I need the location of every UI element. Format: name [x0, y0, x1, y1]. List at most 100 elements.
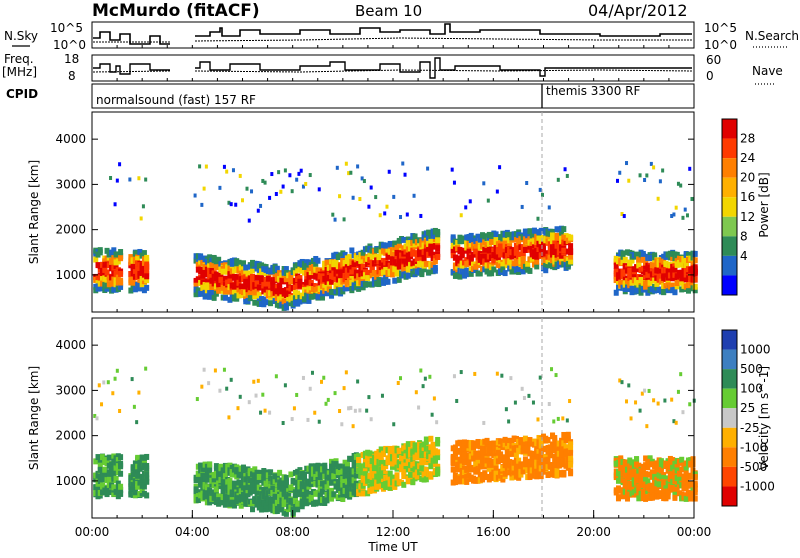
echo-cell	[283, 266, 289, 273]
echo-cell	[229, 377, 233, 382]
echo-cell	[435, 466, 441, 473]
echo-cell	[263, 408, 267, 413]
echo-cell	[647, 455, 653, 462]
echo-cell	[281, 490, 287, 497]
echo-cell	[218, 185, 222, 190]
echo-cell	[111, 484, 117, 491]
echo-cell	[516, 448, 522, 455]
echo-cell	[356, 164, 360, 169]
echo-cell	[452, 444, 458, 451]
echo-cell	[288, 278, 294, 285]
echo-cell	[568, 455, 574, 462]
echo-cell	[547, 462, 553, 469]
echo-cell	[529, 472, 535, 479]
echo-cell	[452, 450, 458, 457]
echo-cell	[405, 441, 411, 448]
echo-cell	[647, 279, 653, 286]
echo-cell	[471, 446, 477, 453]
echo-cell	[245, 484, 251, 491]
echo-cell	[277, 170, 281, 175]
echo-cell	[412, 442, 418, 449]
echo-cell	[504, 231, 510, 238]
echo-cell	[130, 464, 136, 471]
echo-cell	[629, 459, 635, 466]
echo-cell	[450, 456, 456, 463]
echo-cell	[211, 478, 217, 485]
echo-cell	[645, 271, 651, 278]
echo-cell	[561, 451, 567, 458]
echo-cell	[663, 398, 667, 403]
echo-cell	[392, 277, 398, 284]
echo-cell	[538, 227, 544, 234]
echo-cell	[283, 474, 289, 481]
echo-cell	[554, 471, 560, 478]
echo-cell	[652, 398, 656, 403]
echo-cell	[385, 204, 389, 209]
colorbar-tick-label: -100	[740, 440, 767, 454]
echo-cell	[213, 486, 219, 493]
echo-cell	[670, 397, 674, 402]
echo-cell	[243, 274, 249, 281]
echo-cell	[432, 258, 438, 265]
echo-cell	[349, 472, 355, 479]
echo-cell	[625, 495, 631, 502]
echo-cell	[568, 234, 574, 241]
echo-cell	[674, 420, 678, 425]
echo-cell	[547, 452, 553, 459]
echo-cell	[692, 257, 698, 264]
y-tick-label: 4000	[55, 132, 86, 146]
echo-cell	[565, 431, 571, 438]
echo-cell	[344, 161, 348, 166]
echo-cell	[640, 391, 644, 396]
echo-cell	[270, 286, 276, 293]
echo-cell	[360, 176, 364, 181]
echo-cell	[522, 435, 528, 442]
echo-cell	[656, 478, 662, 485]
echo-cell	[263, 283, 269, 290]
echo-cell	[259, 278, 265, 285]
echo-cell	[421, 455, 427, 462]
echo-cell	[412, 466, 418, 473]
echo-cell	[556, 416, 560, 421]
echo-cell	[268, 469, 274, 476]
echo-cell	[272, 493, 278, 500]
echo-cell	[392, 241, 398, 248]
echo-cell	[405, 212, 409, 217]
echo-cell	[683, 207, 687, 212]
echo-cell	[292, 479, 298, 486]
echo-cell	[247, 270, 253, 277]
echo-cell	[290, 189, 294, 194]
echo-cell	[193, 193, 197, 198]
echo-cell	[643, 471, 649, 478]
echo-cell	[491, 266, 497, 273]
echo-cell	[238, 394, 242, 399]
echo-cell	[430, 412, 434, 417]
echo-cell	[139, 264, 145, 271]
cpid-panel: CPID normalsound (fast) 157 RF themis 33…	[6, 83, 695, 109]
echo-cell	[634, 251, 640, 258]
echo-cell	[306, 276, 312, 283]
echo-cell	[144, 474, 150, 481]
echo-cell	[254, 274, 260, 281]
echo-cell	[256, 378, 260, 383]
echo-cell	[647, 486, 653, 493]
echo-cell	[288, 471, 294, 478]
echo-cell	[387, 240, 393, 247]
echo-cell	[109, 461, 115, 468]
echo-cell	[426, 269, 432, 276]
echo-cell	[475, 455, 481, 462]
echo-cell	[295, 506, 301, 513]
echo-cell	[256, 292, 262, 299]
beam-title: Beam 10	[355, 2, 422, 20]
echo-cell	[568, 449, 574, 456]
echo-cell	[498, 456, 504, 463]
colorbar-segment	[722, 197, 737, 217]
echo-cell	[118, 487, 124, 494]
echo-cell	[538, 187, 542, 192]
echo-cell	[202, 293, 208, 300]
echo-cell	[683, 477, 689, 484]
echo-cell	[128, 177, 132, 182]
echo-cell	[672, 494, 678, 501]
echo-cell	[502, 436, 508, 443]
echo-cell	[495, 371, 499, 376]
